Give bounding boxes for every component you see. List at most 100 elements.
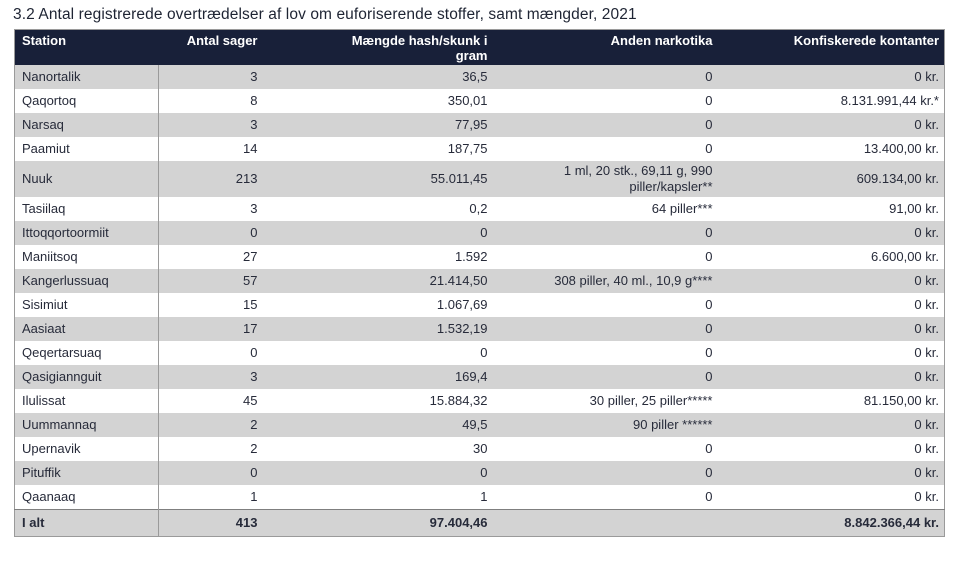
other-narcotics-cell: 64 piller***: [492, 197, 718, 221]
cases-cell: 2: [158, 413, 263, 437]
total-label-cell: I alt: [14, 509, 159, 537]
hash-grams-cell: 36,5: [262, 65, 493, 89]
cases-cell: 14: [158, 137, 263, 161]
station-cell: Pituffik: [14, 461, 159, 485]
other-narcotics-cell: 90 piller ******: [492, 413, 718, 437]
table-row: Maniitsoq 27 1.592 0 6.600,00 kr.: [14, 245, 945, 269]
other-narcotics-cell: 0: [492, 65, 718, 89]
col-header-konfiskerede-kontanter-label: Konfiskerede kontanter: [793, 33, 939, 48]
drug-violations-table: Station Antal sager Mængde hash/skunk i …: [14, 29, 945, 537]
cases-cell: 213: [158, 161, 263, 197]
cases-cell: 0: [158, 461, 263, 485]
station-cell: Kangerlussuaq: [14, 269, 159, 293]
other-narcotics-cell: 0: [492, 113, 718, 137]
cash-cell: 13.400,00 kr.: [717, 137, 945, 161]
other-narcotics-cell: 0: [492, 461, 718, 485]
cases-cell: 15: [158, 293, 263, 317]
total-cases-cell: 413: [158, 509, 263, 537]
table-row: Narsaq 3 77,95 0 0 kr.: [14, 113, 945, 137]
hash-grams-cell: 49,5: [262, 413, 493, 437]
other-narcotics-cell: 1 ml, 20 stk., 69,11 g, 990 piller/kapsl…: [492, 161, 718, 197]
total-row: I alt 413 97.404,46 8.842.366,44 kr.: [14, 509, 945, 537]
hash-grams-cell: 1.592: [262, 245, 493, 269]
other-narcotics-cell: 0: [492, 365, 718, 389]
table-row: Sisimiut 15 1.067,69 0 0 kr.: [14, 293, 945, 317]
other-narcotics-cell: 0: [492, 137, 718, 161]
cash-cell: 0 kr.: [717, 317, 945, 341]
table-body: Nanortalik 3 36,5 0 0 kr. Qaqortoq 8 350,01 0 8.1…: [14, 65, 945, 510]
station-cell: Nanortalik: [14, 65, 159, 89]
table-row: Nuuk 213 55.011,45 1 ml, 20 stk., 69,11 g, …: [14, 161, 945, 197]
hash-grams-cell: 0,2: [262, 197, 493, 221]
hash-grams-cell: 0: [262, 221, 493, 245]
hash-grams-cell: 77,95: [262, 113, 493, 137]
hash-grams-cell: 1: [262, 485, 493, 510]
cases-cell: 0: [158, 221, 263, 245]
hash-grams-cell: 30: [262, 437, 493, 461]
section-title: 3.2 Antal registrerede overtrædelser af …: [13, 6, 637, 23]
table-row: Upernavik 2 30 0 0 kr.: [14, 437, 945, 461]
cash-cell: 0 kr.: [717, 341, 945, 365]
hash-grams-cell: 15.884,32: [262, 389, 493, 413]
cases-cell: 2: [158, 437, 263, 461]
table-row: Paamiut 14 187,75 0 13.400,00 kr.: [14, 137, 945, 161]
cash-cell: 0 kr.: [717, 293, 945, 317]
hash-grams-cell: 21.414,50: [262, 269, 493, 293]
other-narcotics-cell: 0: [492, 293, 718, 317]
hash-grams-cell: 1.067,69: [262, 293, 493, 317]
cash-cell: 0 kr.: [717, 269, 945, 293]
cash-cell: 8.131.991,44 kr.*: [717, 89, 945, 113]
station-cell: Qaqortoq: [14, 89, 159, 113]
other-narcotics-cell: 308 piller, 40 ml., 10,9 g****: [492, 269, 718, 293]
station-cell: Qeqertarsuaq: [14, 341, 159, 365]
col-header-maengde-hash-label: Mængde hash/skunk i gram: [351, 33, 488, 63]
cases-cell: 3: [158, 113, 263, 137]
station-cell: Uummannaq: [14, 413, 159, 437]
cash-cell: 0 kr.: [717, 413, 945, 437]
other-narcotics-cell: 0: [492, 485, 718, 510]
station-cell: Qaanaaq: [14, 485, 159, 510]
cases-cell: 1: [158, 485, 263, 510]
col-header-station-label: Station: [22, 33, 67, 48]
col-header-anden-narkotika: Anden narkotika: [492, 29, 718, 65]
hash-grams-cell: 169,4: [262, 365, 493, 389]
table-row: Kangerlussuaq 57 21.414,50 308 piller, 40 m…: [14, 269, 945, 293]
table-row: Qeqertarsuaq 0 0 0 0 kr.: [14, 341, 945, 365]
hash-grams-cell: 350,01: [262, 89, 493, 113]
station-cell: Ittoqqortoormiit: [14, 221, 159, 245]
table-row: Qaqortoq 8 350,01 0 8.131.991,44 kr.*: [14, 89, 945, 113]
total-other-narcotics-cell: [492, 509, 718, 537]
other-narcotics-cell: 30 piller, 25 piller*****: [492, 389, 718, 413]
cash-cell: 0 kr.: [717, 65, 945, 89]
col-header-antal-sager: Antal sager: [158, 29, 263, 65]
station-cell: Paamiut: [14, 137, 159, 161]
cases-cell: 0: [158, 341, 263, 365]
station-cell: Ilulissat: [14, 389, 159, 413]
cash-cell: 0 kr.: [717, 437, 945, 461]
station-cell: Upernavik: [14, 437, 159, 461]
cases-cell: 3: [158, 65, 263, 89]
cash-cell: 0 kr.: [717, 113, 945, 137]
station-cell: Maniitsoq: [14, 245, 159, 269]
table-row: Ittoqqortoormiit 0 0 0 0 kr.: [14, 221, 945, 245]
cash-cell: 81.150,00 kr.: [717, 389, 945, 413]
cash-cell: 0 kr.: [717, 461, 945, 485]
table-header: Station Antal sager Mængde hash/skunk i …: [14, 29, 945, 65]
cases-cell: 3: [158, 365, 263, 389]
hash-grams-cell: 187,75: [262, 137, 493, 161]
col-header-anden-narkotika-label: Anden narkotika: [610, 33, 713, 48]
cash-cell: 0 kr.: [717, 485, 945, 510]
hash-grams-cell: 0: [262, 341, 493, 365]
station-cell: Tasiilaq: [14, 197, 159, 221]
total-cash-cell: 8.842.366,44 kr.: [717, 509, 945, 537]
table-row: Qasigiannguit 3 169,4 0 0 kr.: [14, 365, 945, 389]
cash-cell: 0 kr.: [717, 221, 945, 245]
other-narcotics-cell: 0: [492, 437, 718, 461]
cases-cell: 8: [158, 89, 263, 113]
other-narcotics-cell: 0: [492, 221, 718, 245]
station-cell: Qasigiannguit: [14, 365, 159, 389]
total-hash-grams-cell: 97.404,46: [262, 509, 493, 537]
table-footer: I alt 413 97.404,46 8.842.366,44 kr.: [14, 509, 945, 537]
station-cell: Nuuk: [14, 161, 159, 197]
